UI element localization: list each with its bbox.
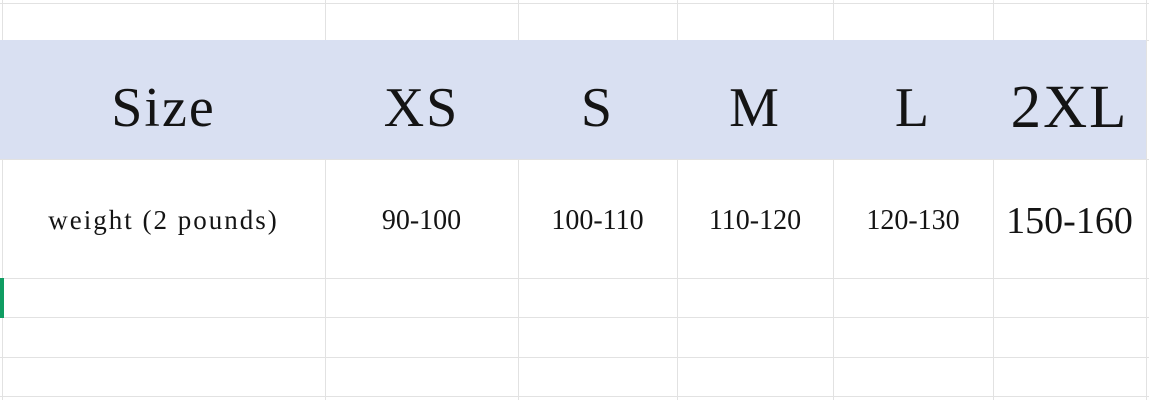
header-cell-m[interactable]: M: [729, 76, 781, 139]
cell-weight-2xl[interactable]: 150-160: [1006, 199, 1133, 242]
gridline-horizontal: [0, 396, 1149, 397]
header-cell-s[interactable]: S: [580, 76, 615, 139]
header-row-fill: [0, 40, 1146, 159]
header-cell-xs[interactable]: XS: [383, 76, 460, 139]
gridline-horizontal: [0, 278, 1149, 279]
cell-weight-label[interactable]: weight (2 pounds): [48, 205, 279, 235]
gridline-horizontal: [0, 357, 1149, 358]
gridline-vertical: [833, 0, 834, 400]
gridline-vertical: [993, 0, 994, 400]
gridline-vertical: [518, 0, 519, 400]
cell-weight-s[interactable]: 100-110: [551, 204, 644, 236]
gridline-vertical: [677, 0, 678, 400]
gridline-vertical: [2, 0, 3, 400]
gridline-horizontal: [0, 159, 1149, 160]
selected-cell-border-fragment: [0, 278, 4, 318]
header-cell-l[interactable]: L: [894, 76, 932, 139]
header-cell-2xl[interactable]: 2XL: [1010, 73, 1129, 141]
header-cell-size[interactable]: Size: [111, 76, 216, 139]
gridline-vertical: [325, 0, 326, 400]
cell-weight-l[interactable]: 120-130: [866, 204, 960, 236]
gridline-horizontal: [0, 317, 1149, 318]
cell-weight-xs[interactable]: 90-100: [381, 204, 462, 236]
cell-weight-m[interactable]: 110-120: [708, 204, 802, 236]
gridline-horizontal: [0, 3, 1149, 4]
gridline-vertical: [1146, 0, 1147, 400]
